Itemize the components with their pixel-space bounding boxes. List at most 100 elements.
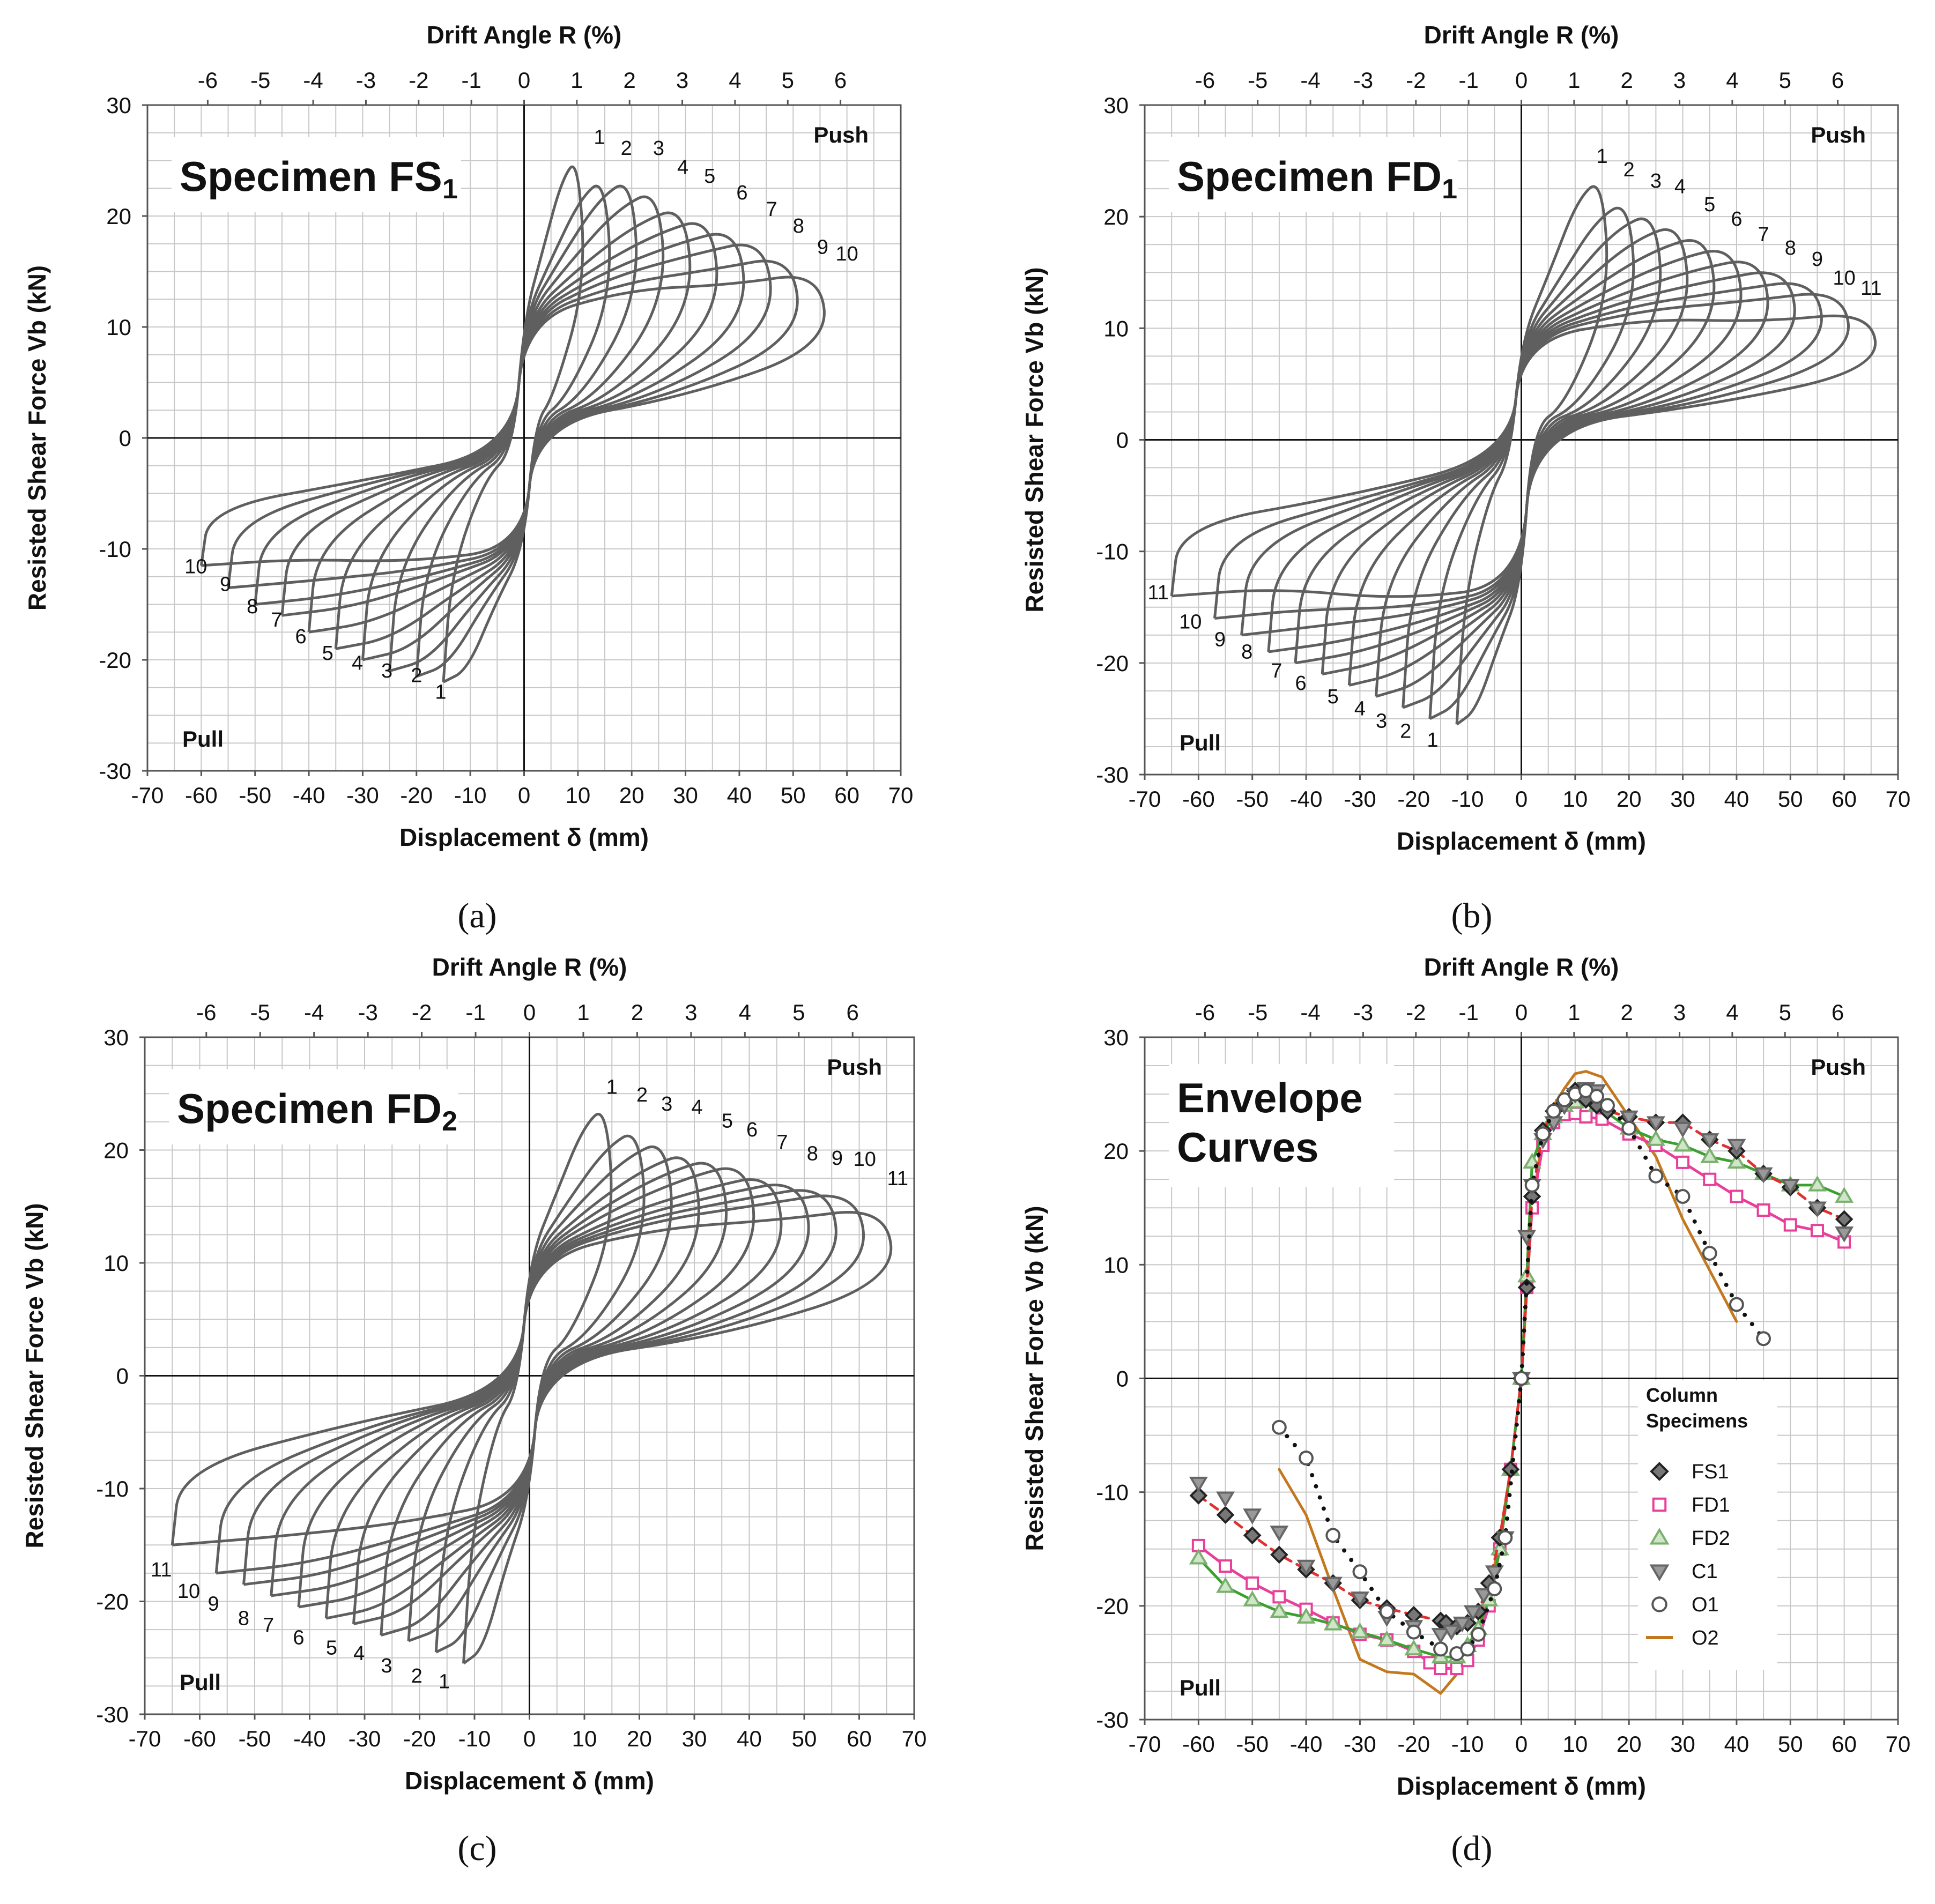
- marker-triangle-down: [1781, 1179, 1800, 1195]
- y-tick-label: 10: [1103, 316, 1129, 341]
- marker-triangle: [1700, 1147, 1719, 1163]
- y-tick-label: 0: [1116, 428, 1129, 453]
- x-tick-label: -50: [239, 783, 271, 808]
- hysteresis-curves: [170, 1113, 893, 1665]
- legend-title: Specimens: [1646, 1410, 1748, 1432]
- cycle-label-pull: 8: [1241, 641, 1252, 664]
- marker-triangle: [1189, 1548, 1208, 1565]
- y-tick-label: -20: [99, 648, 131, 673]
- y-tick-label: 20: [1103, 204, 1129, 229]
- y-tick-label: -30: [99, 758, 131, 784]
- cycle-label-pull: 6: [1295, 672, 1306, 695]
- y-tick-label: -10: [96, 1476, 129, 1501]
- y-axis-title: Resisted Shear Force Vb (kN): [1020, 1206, 1048, 1551]
- cycle-label-push: 6: [736, 182, 747, 204]
- x2-tick-label: -4: [303, 68, 323, 93]
- x2-tick-label: -6: [196, 1000, 216, 1025]
- marker-circle: [1497, 1530, 1513, 1545]
- marker-circle: [1325, 1528, 1341, 1543]
- x-tick-label: -50: [1236, 786, 1269, 812]
- x2-tick-label: -1: [465, 1000, 485, 1025]
- x-tick-label: 50: [781, 783, 806, 808]
- title-subscript: 2: [442, 1106, 457, 1137]
- cycle-label-push: 7: [1758, 224, 1769, 246]
- x2-tick-label: 5: [1779, 1000, 1791, 1025]
- x2-tick-label: 5: [1779, 68, 1791, 93]
- cycle-label-push: 4: [677, 156, 688, 178]
- cycle-label-pull: 11: [1147, 582, 1168, 604]
- title-line: Curves: [1177, 1124, 1318, 1171]
- hysteresis-loop: [324, 1167, 755, 1620]
- x-tick-label: 50: [1778, 1731, 1803, 1757]
- x-axis-title: Displacement δ (mm): [399, 823, 649, 851]
- specimen-title: Specimen FD2: [169, 1069, 458, 1144]
- cycle-label-pull: 10: [184, 556, 207, 578]
- title-subscript: 1: [442, 174, 458, 205]
- x2-tick-label: -6: [1195, 1000, 1215, 1025]
- hysteresis-loop: [462, 1113, 613, 1665]
- cycle-label-push: 11: [887, 1167, 908, 1190]
- x-tick-label: -20: [400, 783, 433, 808]
- x2-tick-label: 3: [1673, 68, 1686, 93]
- marker-diamond: [1216, 1506, 1235, 1524]
- cycle-label-push: 8: [1785, 237, 1796, 259]
- marker-triangle-down: [1754, 1167, 1773, 1184]
- cycle-label-pull: 7: [263, 1614, 274, 1637]
- y-tick-label: 0: [119, 426, 131, 451]
- x2-tick-label: -2: [412, 1000, 432, 1025]
- x2-tick-label: 2: [1621, 1000, 1633, 1025]
- cycle-label-push: 4: [692, 1096, 703, 1119]
- hysteresis-loop: [214, 1194, 865, 1575]
- marker-triangle: [1323, 1614, 1343, 1631]
- marker-triangle-down: [1243, 1508, 1262, 1525]
- x-tick-label: 70: [888, 783, 914, 808]
- marker-triangle: [1270, 1602, 1289, 1618]
- title-main: Specimen FD: [177, 1085, 442, 1132]
- cycle-label-pull: 1: [1427, 729, 1438, 752]
- x-tick-label: -50: [239, 1726, 271, 1751]
- x2-tick-label: 4: [739, 1000, 751, 1025]
- x2-tick-label: 0: [1515, 1000, 1528, 1025]
- cycle-label-push: 4: [1674, 175, 1686, 198]
- marker-triangle-down: [1649, 1564, 1670, 1581]
- hysteresis-loop: [334, 211, 692, 650]
- marker-triangle-down: [1619, 1110, 1639, 1127]
- x-tick-label: -50: [1236, 1731, 1269, 1757]
- x-tick-label: 10: [572, 1726, 597, 1751]
- cycle-label-pull: 3: [381, 660, 392, 682]
- cycle-label-push: 10: [1833, 267, 1856, 289]
- x2-tick-label: 6: [834, 68, 847, 93]
- y-tick-label: -30: [1096, 1707, 1129, 1732]
- x-tick-label: 0: [523, 1726, 536, 1751]
- marker-triangle: [1807, 1175, 1827, 1192]
- y-axis-title: Resisted Shear Force Vb (kN): [23, 265, 51, 611]
- hysteresis-loop: [442, 165, 584, 683]
- y-tick-label: 10: [1103, 1252, 1129, 1277]
- cycle-label-pull: 4: [1354, 698, 1366, 720]
- panel-d: -70 -60 -50 -40 -30 -20 -10 0 10 20 30 40 50 60 70-30-…: [1020, 953, 1910, 1868]
- x-tick-label: 30: [682, 1726, 707, 1751]
- cycle-label-pull: 1: [439, 1671, 450, 1693]
- hysteresis-loop: [361, 195, 665, 661]
- x-tick-label: -30: [349, 1726, 381, 1751]
- title-text: Specimen FD2: [177, 1085, 457, 1137]
- x-tick-label: -40: [1290, 786, 1323, 812]
- x2-tick-label: 6: [1832, 1000, 1844, 1025]
- legend-label: FD2: [1692, 1527, 1730, 1550]
- x-tick-label: 20: [627, 1726, 652, 1751]
- title-text: Specimen FS1: [180, 153, 458, 205]
- cycle-label-push: 1: [1596, 145, 1607, 168]
- x2-tick-label: 0: [1515, 68, 1528, 93]
- cycle-label-pull: 9: [220, 574, 231, 596]
- x2-tick-label: 2: [624, 68, 636, 93]
- x-tick-label: 0: [1515, 1731, 1528, 1757]
- cycle-label-push: 5: [722, 1110, 733, 1132]
- x2-tick-label: 3: [676, 68, 688, 93]
- cycle-label-pull: 10: [177, 1580, 200, 1603]
- x-axis-title: Displacement δ (mm): [1397, 1772, 1646, 1800]
- panel-b: -70 -60 -50 -40 -30 -20 -10 0 10 20 30 40 50 60 70-30-…: [1020, 21, 1910, 935]
- marker-triangle-down: [1727, 1139, 1746, 1155]
- x2-tick-label: -6: [1195, 68, 1215, 93]
- push-label: Push: [1811, 1054, 1866, 1080]
